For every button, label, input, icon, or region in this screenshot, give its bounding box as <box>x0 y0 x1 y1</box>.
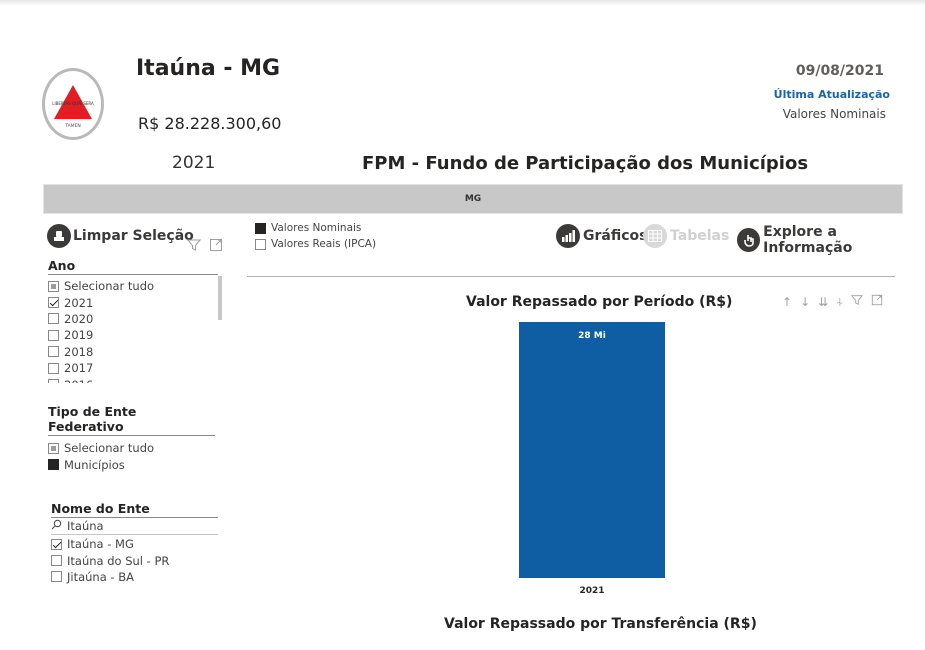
page-title: FPM - Fundo de Participação dos Municípi… <box>362 153 809 174</box>
entity-name-slicer-item[interactable]: Jitaúna - BA <box>51 569 218 585</box>
entity-search-box[interactable]: Itaúna <box>51 518 218 535</box>
tables-label: Tabelas <box>670 228 730 244</box>
entity-name-slicer-item-label: Itaúna do Sul - PR <box>67 553 170 568</box>
drill-up-icon[interactable]: ↑ <box>782 294 793 309</box>
bar-2021[interactable] <box>519 322 665 578</box>
value-mode-item-label: Valores Reais (IPCA) <box>271 238 377 250</box>
year-slicer-item[interactable]: 2019 <box>48 327 220 343</box>
transfer-chart-title: Valor Repassado por Transferência (R$) <box>444 616 757 632</box>
top-shadow <box>0 0 925 6</box>
explore-label: Explore a Informação <box>763 224 853 256</box>
bar-chart-icon <box>556 224 580 248</box>
state-bar[interactable]: MG <box>43 184 903 214</box>
year-slicer-item-label: 2019 <box>64 328 94 343</box>
last-update-label: Última Atualização <box>773 88 890 101</box>
value-mode-item[interactable]: Valores Nominais <box>255 220 376 236</box>
year-slicer-item[interactable]: 2016 <box>48 376 220 383</box>
clear-selection-button[interactable]: Limpar Seleção <box>47 224 194 248</box>
chart-header-icons: ↑ ↓ ⇊ ⍭ <box>782 294 883 309</box>
checkbox-icon[interactable] <box>48 362 59 374</box>
drill-down-icon[interactable]: ↓ <box>800 294 811 309</box>
checkbox-icon[interactable] <box>48 379 59 383</box>
checked-checkbox-icon[interactable] <box>48 297 59 309</box>
state-bar-label: MG <box>464 194 482 204</box>
year-slicer-item-label: 2017 <box>64 361 94 376</box>
checkbox-icon[interactable] <box>255 222 266 234</box>
year-slicer-scrollbar[interactable] <box>218 276 222 320</box>
table-icon <box>643 224 667 248</box>
year-slicer-item[interactable]: 2020 <box>48 311 220 327</box>
checkbox-icon[interactable] <box>48 313 59 325</box>
values-mode-label: Valores Nominais <box>782 107 886 121</box>
entity-name-slicer: Nome do Ente Itaúna Itaúna - MG Itaúna do… <box>51 501 218 585</box>
value-mode-toggle: Valores Nominais Valores Reais (IPCA) <box>255 220 376 252</box>
year-slicer-item[interactable]: 2018 <box>48 344 220 360</box>
selected-year: 2021 <box>172 153 216 173</box>
city-name: Itaúna - MG <box>136 56 281 81</box>
period-bar-chart[interactable]: 28 Mi 2021 <box>247 312 895 602</box>
year-slicer-item-label: 2018 <box>64 344 94 359</box>
total-amount: R$ 28.228.300,60 <box>138 114 282 133</box>
entity-type-slicer-item-label: Municípios <box>64 457 125 472</box>
value-mode-item[interactable]: Valores Reais (IPCA) <box>255 236 376 252</box>
chart-filter-icon[interactable] <box>851 294 864 309</box>
checkbox-icon[interactable] <box>51 555 62 567</box>
entity-type-slicer-item[interactable]: Selecionar tudo <box>48 440 215 456</box>
checkbox-icon[interactable] <box>48 459 59 471</box>
bar-data-label: 28 Mi <box>578 331 606 341</box>
entity-name-slicer-item-label: Itaúna - MG <box>67 537 134 552</box>
checkbox-icon[interactable] <box>51 571 62 583</box>
year-slicer-item-label: 2016 <box>64 378 93 383</box>
charts-label: Gráficos <box>583 228 648 244</box>
entity-name-slicer-title: Nome do Ente <box>51 501 218 518</box>
checkbox-icon[interactable] <box>48 329 59 341</box>
year-slicer-item-label: 2020 <box>64 311 94 326</box>
entity-name-slicer-item[interactable]: Itaúna do Sul - PR <box>51 552 218 568</box>
entity-type-slicer-title: Tipo de Ente Federativo <box>48 404 215 436</box>
clear-selection-label: Limpar Seleção <box>73 228 194 244</box>
entity-name-slicer-item[interactable]: Itaúna - MG <box>51 536 218 552</box>
entity-type-slicer: Tipo de Ente Federativo Selecionar tudo M… <box>48 404 215 473</box>
tables-button[interactable]: Tabelas <box>643 224 729 248</box>
svg-text:TAMEN: TAMEN <box>64 123 81 129</box>
x-tick-label: 2021 <box>579 586 604 596</box>
entity-type-slicer-item-label: Selecionar tudo <box>64 441 155 456</box>
year-slicer-item[interactable]: Selecionar tudo <box>48 278 220 294</box>
chart-focus-icon[interactable] <box>871 294 883 309</box>
filter-icon[interactable] <box>186 237 202 256</box>
expand-all-icon[interactable]: ⇊ <box>818 294 829 309</box>
svg-text:LIBERTAS QUÆ SERA: LIBERTAS QUÆ SERA <box>52 101 94 106</box>
year-slicer-title-wrap: Ano <box>48 258 218 275</box>
explore-button[interactable]: Explore a Informação <box>737 224 925 256</box>
year-slicer-title: Ano <box>48 258 218 275</box>
checkbox-icon[interactable] <box>48 346 59 358</box>
value-mode-item-label: Valores Nominais <box>271 222 362 234</box>
chart-title: Valor Repassado por Período (R$) <box>466 294 733 310</box>
checkbox-icon[interactable] <box>48 442 59 454</box>
focus-mode-icon[interactable] <box>209 237 223 256</box>
eraser-icon <box>47 224 71 248</box>
search-icon <box>51 519 62 533</box>
entity-type-slicer-item[interactable]: Municípios <box>48 456 215 472</box>
coat-of-arms-logo: LIBERTAS QUÆ SERA TAMEN <box>42 68 104 140</box>
section-divider <box>247 276 895 277</box>
expand-hierarchy-icon[interactable]: ⍭ <box>836 294 844 309</box>
year-slicer-item-label: 2021 <box>64 295 94 310</box>
year-slicer-item[interactable]: 2017 <box>48 360 220 376</box>
checkbox-icon[interactable] <box>255 238 266 250</box>
pointer-hand-icon <box>737 228 761 252</box>
charts-button[interactable]: Gráficos <box>556 224 647 248</box>
year-slicer-item-label: Selecionar tudo <box>64 279 155 294</box>
update-date: 09/08/2021 <box>795 63 884 79</box>
checked-checkbox-icon[interactable] <box>51 538 62 550</box>
checkbox-icon[interactable] <box>48 280 59 292</box>
entity-search-value: Itaúna <box>67 519 104 533</box>
entity-name-slicer-item-label: Jitaúna - BA <box>67 569 134 584</box>
year-slicer-item[interactable]: 2021 <box>48 294 220 310</box>
